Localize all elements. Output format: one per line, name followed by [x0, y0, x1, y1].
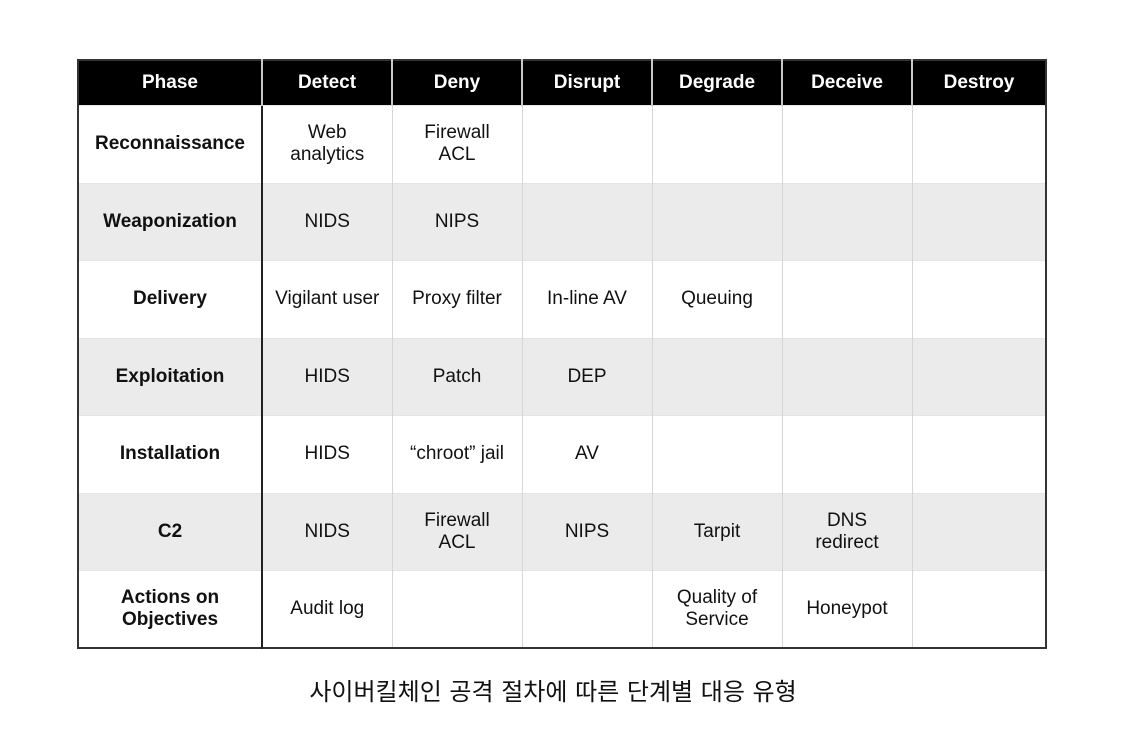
table-cell: Firewall ACL [392, 105, 523, 183]
table-cell: Proxy filter [392, 260, 523, 338]
table-cell: Firewall ACL [392, 492, 523, 571]
table-cell [522, 105, 653, 183]
table-cell: HIDS [262, 415, 393, 493]
table-cell: Tarpit [652, 492, 783, 571]
table-cell: NIDS [262, 492, 393, 571]
column-header-phase: Phase [78, 60, 263, 106]
table-cell [522, 570, 653, 648]
table-cell [782, 182, 913, 261]
column-header-destroy: Destroy [912, 60, 1046, 106]
table-cell: DNS redirect [782, 492, 913, 571]
table-cell [652, 337, 783, 416]
phase-cell: Actions on Objectives [78, 570, 263, 648]
course-of-action-matrix: Phase Detect Deny Disrupt Degrade Deceiv… [77, 59, 1047, 649]
table-cell [652, 415, 783, 493]
column-header-deny: Deny [392, 60, 523, 106]
phase-cell: Reconnaissance [78, 105, 263, 183]
table-cell [782, 105, 913, 183]
phase-cell: C2 [78, 492, 263, 571]
table-cell: “chroot” jail [392, 415, 523, 493]
table-cell: NIDS [262, 182, 393, 261]
table-cell [652, 105, 783, 183]
table-cell [912, 182, 1046, 261]
table-cell [912, 260, 1046, 338]
table-row: Actions on Objectives Audit log Quality of… [78, 570, 1046, 648]
table-cell: NIPS [392, 182, 523, 261]
table-cell: Queuing [652, 260, 783, 338]
kill-chain-table: Phase Detect Deny Disrupt Degrade Deceiv… [77, 59, 1047, 649]
column-header-disrupt: Disrupt [522, 60, 653, 106]
table-cell [522, 182, 653, 261]
table-cell: Vigilant user [262, 260, 393, 338]
table-cell [912, 492, 1046, 571]
column-header-deceive: Deceive [782, 60, 913, 106]
column-header-degrade: Degrade [652, 60, 783, 106]
table-row: Reconnaissance Web analytics Firewall ACL [78, 105, 1046, 183]
phase-cell: Exploitation [78, 337, 263, 416]
table-cell [782, 337, 913, 416]
table-cell: AV [522, 415, 653, 493]
table-cell: Web analytics [262, 105, 393, 183]
phase-cell: Weaponization [78, 182, 263, 261]
table-row: Weaponization NIDS NIPS [78, 182, 1046, 261]
table-cell: Audit log [262, 570, 393, 648]
table-cell: In-line AV [522, 260, 653, 338]
column-header-detect: Detect [262, 60, 393, 106]
table-cell [652, 182, 783, 261]
table-cell: Honeypot [782, 570, 913, 648]
table-cell [782, 415, 913, 493]
table-row: C2 NIDS Firewall ACL NIPS Tarpit DNS redirect [78, 492, 1046, 571]
header-row: Phase Detect Deny Disrupt Degrade Deceiv… [78, 60, 1046, 106]
table-row: Delivery Vigilant user Proxy filter In-line… [78, 260, 1046, 338]
figure-caption: 사이버킬체인 공격 절차에 따른 단계별 대응 유형 [309, 678, 797, 706]
phase-cell: Installation [78, 415, 263, 493]
table-cell [392, 570, 523, 648]
table-cell [782, 260, 913, 338]
table-cell: HIDS [262, 337, 393, 416]
table-cell: Patch [392, 337, 523, 416]
table-cell [912, 570, 1046, 648]
table-cell [912, 337, 1046, 416]
table-body: Reconnaissance Web analytics Firewall ACL W… [78, 105, 1046, 648]
table-cell: NIPS [522, 492, 653, 571]
table-cell: DEP [522, 337, 653, 416]
table-row: Installation HIDS “chroot” jail AV [78, 415, 1046, 493]
table-cell [912, 415, 1046, 493]
table-cell: Quality of Service [652, 570, 783, 648]
table-row: Exploitation HIDS Patch DEP [78, 337, 1046, 416]
phase-cell: Delivery [78, 260, 263, 338]
table-cell [912, 105, 1046, 183]
